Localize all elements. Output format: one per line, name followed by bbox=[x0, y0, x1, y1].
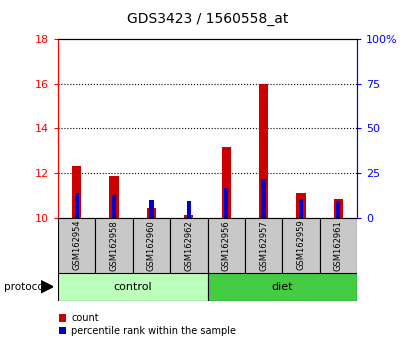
Text: GSM162957: GSM162957 bbox=[259, 220, 268, 270]
Bar bbox=[334, 199, 343, 218]
Bar bbox=[208, 218, 245, 273]
Text: GSM162959: GSM162959 bbox=[296, 220, 305, 270]
Bar bbox=[222, 147, 231, 218]
Bar bbox=[259, 84, 268, 218]
Bar bbox=[336, 201, 340, 218]
Text: GSM162962: GSM162962 bbox=[184, 220, 193, 270]
Bar bbox=[184, 216, 193, 218]
Bar bbox=[95, 218, 133, 273]
Text: diet: diet bbox=[271, 282, 293, 292]
Text: GSM162956: GSM162956 bbox=[222, 220, 231, 270]
Bar bbox=[170, 218, 208, 273]
Text: GSM162958: GSM162958 bbox=[110, 220, 119, 270]
Bar bbox=[320, 218, 357, 273]
Text: GDS3423 / 1560558_at: GDS3423 / 1560558_at bbox=[127, 12, 288, 27]
Bar bbox=[299, 199, 303, 218]
Bar bbox=[149, 200, 154, 218]
Bar bbox=[261, 179, 266, 218]
Bar bbox=[296, 193, 305, 218]
Bar bbox=[187, 201, 191, 218]
Polygon shape bbox=[41, 280, 53, 293]
Bar bbox=[147, 208, 156, 218]
Bar bbox=[110, 176, 119, 218]
Text: GSM162961: GSM162961 bbox=[334, 220, 343, 270]
Bar bbox=[112, 195, 116, 218]
Text: GSM162954: GSM162954 bbox=[72, 220, 81, 270]
Bar bbox=[133, 218, 170, 273]
Bar bbox=[75, 193, 79, 218]
Text: control: control bbox=[113, 282, 152, 292]
Bar bbox=[58, 273, 208, 301]
Bar bbox=[282, 218, 320, 273]
Bar bbox=[224, 188, 228, 218]
Bar bbox=[208, 273, 357, 301]
Legend: count, percentile rank within the sample: count, percentile rank within the sample bbox=[55, 309, 240, 340]
Text: protocol: protocol bbox=[4, 282, 47, 292]
Bar bbox=[245, 218, 282, 273]
Bar bbox=[72, 166, 81, 218]
Bar bbox=[58, 218, 95, 273]
Text: GSM162960: GSM162960 bbox=[147, 220, 156, 270]
